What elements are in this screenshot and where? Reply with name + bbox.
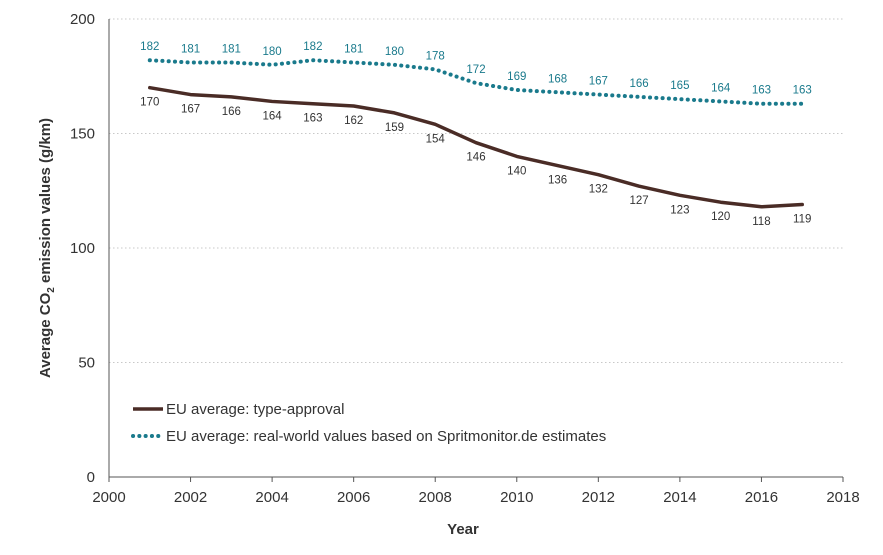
axes bbox=[108, 19, 844, 482]
series-lines bbox=[147, 58, 805, 209]
data-label-real-world-2016: 163 bbox=[752, 85, 771, 97]
y-tick-label: 100 bbox=[70, 240, 95, 257]
y-tick-labels: 0 50 100 150 200 bbox=[70, 11, 95, 486]
x-tick-label: 2002 bbox=[174, 489, 207, 506]
x-tick-label: 2008 bbox=[419, 489, 452, 506]
data-label-type-approval-2005: 163 bbox=[303, 113, 322, 125]
data-label-real-world-2011: 168 bbox=[548, 73, 567, 85]
data-label-type-approval-2003: 166 bbox=[222, 106, 241, 118]
legend-item-real-world: EU average: real-world values based on S… bbox=[131, 428, 606, 445]
x-tick-label: 2000 bbox=[92, 489, 125, 506]
data-label-type-approval-2009: 146 bbox=[466, 152, 485, 164]
x-tick-label: 2016 bbox=[745, 489, 778, 506]
y-axis-title-main: Average CO bbox=[37, 292, 54, 378]
data-label-real-world-2010: 169 bbox=[507, 71, 526, 83]
data-label-real-world-2009: 172 bbox=[466, 64, 485, 76]
y-tick-label: 50 bbox=[78, 355, 95, 372]
legend-label-type-approval: EU average: type-approval bbox=[166, 401, 344, 418]
data-label-real-world-2014: 165 bbox=[670, 80, 689, 92]
data-label-type-approval-2016: 118 bbox=[752, 216, 770, 228]
y-axis-title-subscript: 2 bbox=[46, 287, 57, 293]
data-label-real-world-2006: 181 bbox=[344, 44, 363, 56]
legend-item-type-approval: EU average: type-approval bbox=[133, 401, 344, 418]
data-label-real-world-2002: 181 bbox=[181, 44, 200, 56]
data-label-real-world-2007: 180 bbox=[385, 46, 404, 58]
data-label-real-world-2005: 182 bbox=[303, 41, 322, 53]
y-axis-title-rest: emission values (g/km) bbox=[37, 118, 54, 287]
data-label-type-approval-2002: 167 bbox=[181, 104, 200, 116]
data-label-real-world-2001: 182 bbox=[140, 41, 159, 53]
data-label-type-approval-2013: 127 bbox=[630, 195, 649, 207]
series-line-type-approval bbox=[148, 85, 804, 209]
y-tick-label: 150 bbox=[70, 126, 95, 143]
data-label-type-approval-2015: 120 bbox=[711, 211, 730, 223]
legend: EU average: type-approval EU average: re… bbox=[131, 401, 606, 445]
data-label-real-world-2003: 181 bbox=[222, 44, 241, 56]
x-tick-label: 2012 bbox=[582, 489, 615, 506]
data-label-type-approval-2014: 123 bbox=[670, 204, 689, 216]
data-label-real-world-2015: 164 bbox=[711, 82, 731, 94]
series-line-real-world bbox=[147, 58, 805, 106]
data-label-type-approval-2017: 119 bbox=[793, 213, 811, 225]
data-label-real-world-2017: 163 bbox=[793, 85, 812, 97]
data-labels: 170 167 166 164 163 162 159 154 146 140 136 132 127 1… bbox=[140, 41, 812, 228]
data-label-type-approval-2007: 159 bbox=[385, 122, 404, 134]
x-tick-label: 2006 bbox=[337, 489, 370, 506]
x-axis-title: Year bbox=[447, 521, 479, 538]
x-tick-label: 2010 bbox=[500, 489, 533, 506]
data-label-real-world-2004: 180 bbox=[263, 46, 282, 58]
y-axis-title: Average CO2 emission values (g/km) bbox=[37, 118, 57, 378]
data-label-type-approval-2010: 140 bbox=[507, 165, 526, 177]
x-tick-label: 2014 bbox=[663, 489, 696, 506]
data-label-real-world-2013: 166 bbox=[630, 78, 649, 90]
x-tick-labels: 2000 2002 2004 2006 2008 2010 2012 2014 2016 2018 bbox=[92, 489, 859, 506]
data-label-type-approval-2001: 170 bbox=[140, 97, 159, 109]
data-label-type-approval-2006: 162 bbox=[344, 115, 363, 127]
data-label-type-approval-2012: 132 bbox=[589, 184, 608, 196]
data-label-type-approval-2011: 136 bbox=[548, 175, 567, 187]
data-label-type-approval-2008: 154 bbox=[426, 133, 446, 145]
data-label-real-world-2012: 167 bbox=[589, 76, 608, 88]
x-tick-label: 2004 bbox=[255, 489, 288, 506]
x-tick-label: 2018 bbox=[826, 489, 859, 506]
legend-label-real-world: EU average: real-world values based on S… bbox=[166, 428, 606, 445]
data-label-real-world-2008: 178 bbox=[426, 50, 445, 62]
y-tick-label: 0 bbox=[87, 469, 95, 486]
data-label-type-approval-2004: 164 bbox=[263, 110, 283, 122]
y-tick-label: 200 bbox=[70, 11, 95, 28]
